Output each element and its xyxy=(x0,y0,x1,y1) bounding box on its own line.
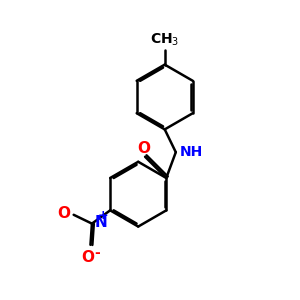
Text: O: O xyxy=(82,250,94,265)
Text: NH: NH xyxy=(179,145,203,159)
Text: N: N xyxy=(94,215,107,230)
Text: +: + xyxy=(98,209,108,222)
Text: O: O xyxy=(57,206,70,221)
Text: -: - xyxy=(94,246,100,260)
Text: O: O xyxy=(137,141,150,156)
Text: CH$_3$: CH$_3$ xyxy=(150,32,179,48)
